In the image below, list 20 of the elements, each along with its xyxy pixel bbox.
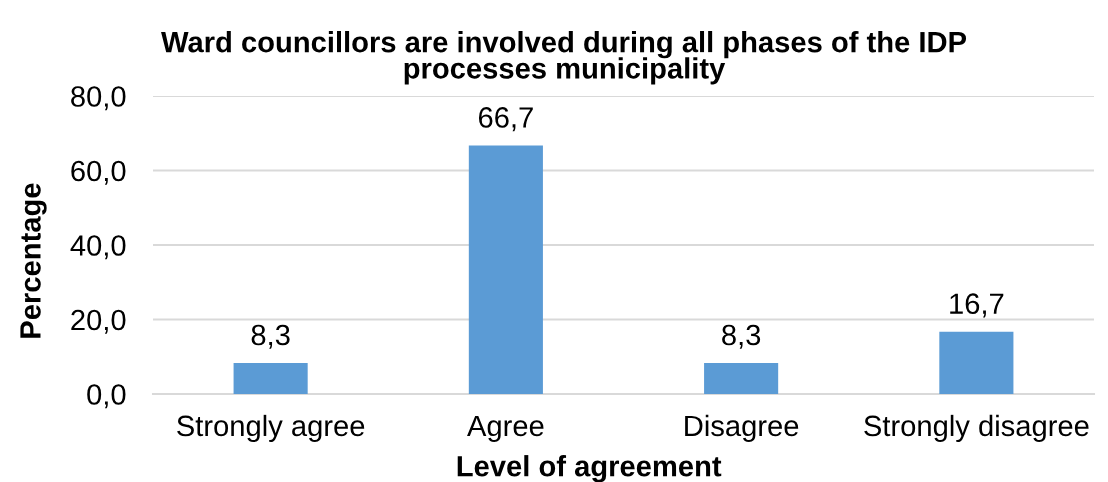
- x-tick-label: Disagree: [685, 414, 799, 443]
- y-tick-label: 20,0: [71, 309, 126, 334]
- data-label: 66,7: [478, 107, 533, 132]
- y-tick-label: 80,0: [71, 86, 126, 111]
- y-tick-label: 60,0: [71, 160, 126, 185]
- x-tick-label: Agree: [467, 415, 544, 443]
- y-axis-title: Percentage: [20, 183, 47, 338]
- y-tick-label: 40,0: [70, 235, 126, 260]
- bar: [704, 363, 779, 394]
- data-label: 8,3: [251, 324, 290, 349]
- x-tick-label: Strongly agree: [177, 414, 365, 443]
- chart-title: Ward councillors are involved during all phases of the IDP processes municipality: [161, 31, 967, 85]
- data-label: 16,7: [950, 293, 1004, 318]
- x-axis-title: Level of agreement: [457, 455, 722, 482]
- y-tick-label: 0,0: [87, 384, 126, 409]
- bar: [233, 363, 308, 394]
- bar: [939, 331, 1014, 394]
- data-label: 8,3: [722, 324, 761, 349]
- x-tick-label: Strongly disagree: [864, 414, 1089, 443]
- bar: [468, 145, 543, 394]
